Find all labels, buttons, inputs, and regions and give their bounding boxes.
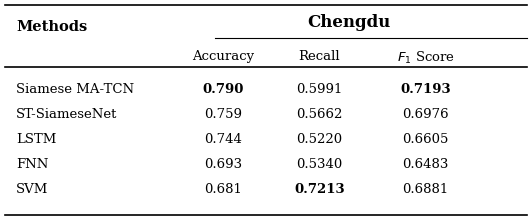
Text: Accuracy: Accuracy	[193, 50, 254, 63]
Text: 0.5220: 0.5220	[296, 133, 342, 146]
Text: 0.693: 0.693	[204, 158, 243, 171]
Text: 0.790: 0.790	[203, 83, 244, 96]
Text: 0.6881: 0.6881	[403, 183, 448, 196]
Text: FNN: FNN	[16, 158, 48, 171]
Text: $F_1$ Score: $F_1$ Score	[396, 50, 455, 66]
Text: Recall: Recall	[298, 50, 340, 63]
Text: 0.7213: 0.7213	[294, 183, 345, 196]
Text: LSTM: LSTM	[16, 133, 56, 146]
Text: 0.5662: 0.5662	[296, 108, 343, 121]
Text: 0.5340: 0.5340	[296, 158, 342, 171]
Text: 0.6483: 0.6483	[402, 158, 449, 171]
Text: ST-SiameseNet: ST-SiameseNet	[16, 108, 118, 121]
Text: 0.744: 0.744	[204, 133, 243, 146]
Text: 0.681: 0.681	[204, 183, 243, 196]
Text: 0.6605: 0.6605	[402, 133, 449, 146]
Text: Siamese MA-TCN: Siamese MA-TCN	[16, 83, 134, 96]
Text: 0.759: 0.759	[204, 108, 243, 121]
Text: 0.5991: 0.5991	[296, 83, 343, 96]
Text: 0.6976: 0.6976	[402, 108, 449, 121]
Text: 0.7193: 0.7193	[400, 83, 451, 96]
Text: SVM: SVM	[16, 183, 48, 196]
Text: Methods: Methods	[16, 20, 87, 34]
Text: Chengdu: Chengdu	[307, 14, 390, 31]
